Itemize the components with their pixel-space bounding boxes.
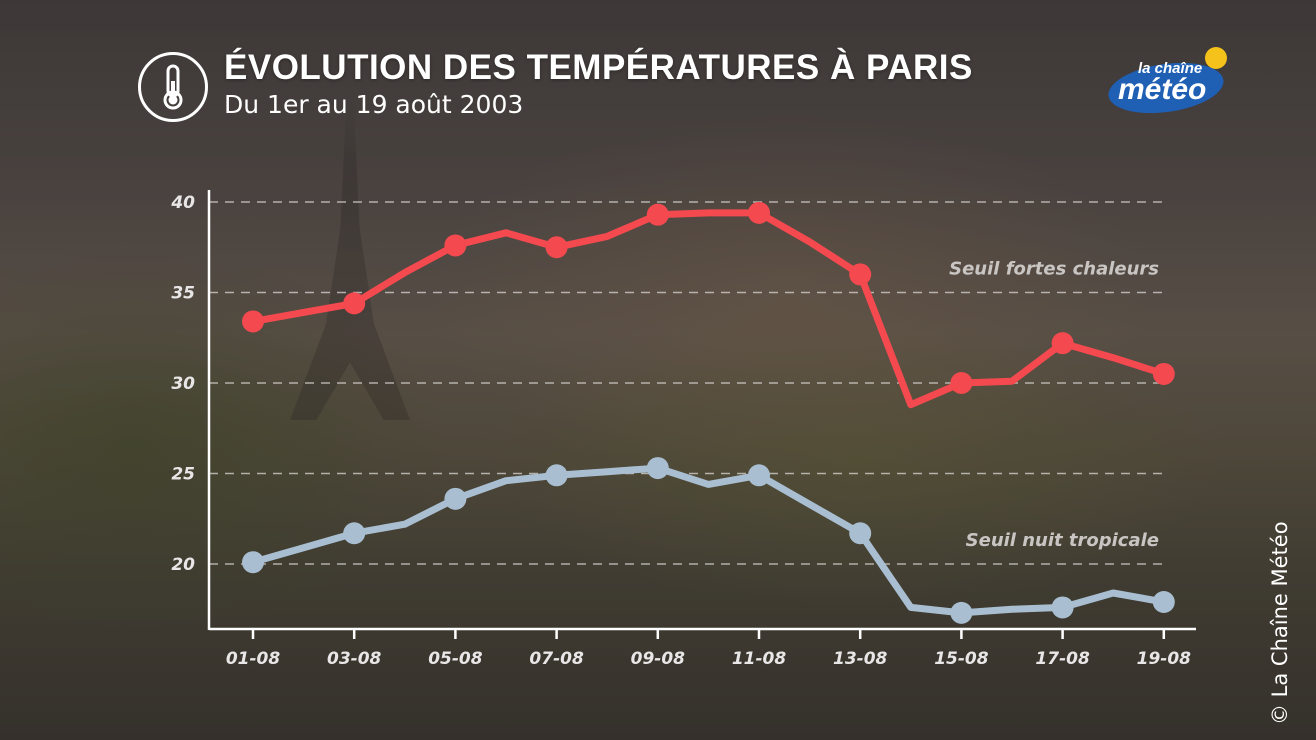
max-temperature-point <box>1051 332 1074 355</box>
max-temperature-point <box>545 236 568 259</box>
axes <box>207 190 1196 639</box>
logo-line1: la chaîne <box>1138 60 1202 77</box>
max-temperature-point <box>849 263 872 286</box>
max-temperature-point <box>343 292 366 315</box>
min-temperature-point <box>545 464 568 487</box>
y-tick-label: 25 <box>171 465 195 485</box>
min-temperature-point <box>849 522 872 545</box>
x-tick-label: 09-08 <box>631 649 686 669</box>
max-temperature-line <box>249 209 1168 409</box>
tick-labels: 20 25 30 35 40 01-08 03-08 05-08 07-08 09-08 11-08… <box>170 193 1191 669</box>
threshold-label-0: Seuil fortes chaleurs <box>949 259 1159 280</box>
max-temperature-point <box>1152 362 1175 385</box>
min-temperature-point <box>1152 591 1175 614</box>
sun-icon <box>1205 47 1227 69</box>
x-tick-label: 07-08 <box>529 649 584 669</box>
threshold-label-1: Seuil nuit tropicale <box>966 530 1159 551</box>
chart-title: ÉVOLUTION DES TEMPÉRATURES À PARIS <box>224 48 973 87</box>
x-tick-label: 19-08 <box>1137 649 1192 669</box>
min-temperature-point <box>444 487 467 510</box>
min-temperature-line <box>249 464 1168 617</box>
logo-line2: météo <box>1118 73 1206 106</box>
x-tick-label: 03-08 <box>327 649 382 669</box>
max-temperature-point <box>242 310 264 333</box>
min-temperature-point <box>748 464 770 487</box>
min-temperature-point <box>950 601 973 624</box>
thermometer-icon <box>138 52 208 122</box>
x-tick-label: 17-08 <box>1035 649 1090 669</box>
max-temperature-point <box>950 372 973 394</box>
la-chaine-meteo-logo: la chaîne météo <box>1108 47 1227 114</box>
x-tick-label: 13-08 <box>833 649 888 669</box>
x-tick-label: 01-08 <box>226 649 281 669</box>
x-tick-label: 05-08 <box>428 649 483 669</box>
max-temperature-point <box>646 203 669 226</box>
chart-subtitle: Du 1er au 19 août 2003 <box>224 90 524 119</box>
threshold-labels: Seuil fortes chaleurs Seuil nuit tropical… <box>949 259 1159 552</box>
x-tick-label: 15-08 <box>934 649 989 669</box>
grid-lines <box>209 201 1168 565</box>
min-temperature-point <box>242 551 264 574</box>
min-temperature-point <box>1051 596 1074 619</box>
min-temperature-point <box>343 522 366 545</box>
min-temperature-point <box>646 457 669 480</box>
y-tick-label: 35 <box>171 284 195 304</box>
y-tick-label: 40 <box>170 193 195 213</box>
x-tick-label: 11-08 <box>732 649 787 669</box>
series-lines <box>242 201 1175 624</box>
max-temperature-point <box>748 201 770 224</box>
max-temperature-point <box>444 234 467 257</box>
y-tick-label: 30 <box>171 374 195 394</box>
copyright-text: © La Chaîne Météo <box>1268 521 1292 725</box>
y-tick-label: 20 <box>171 555 195 575</box>
